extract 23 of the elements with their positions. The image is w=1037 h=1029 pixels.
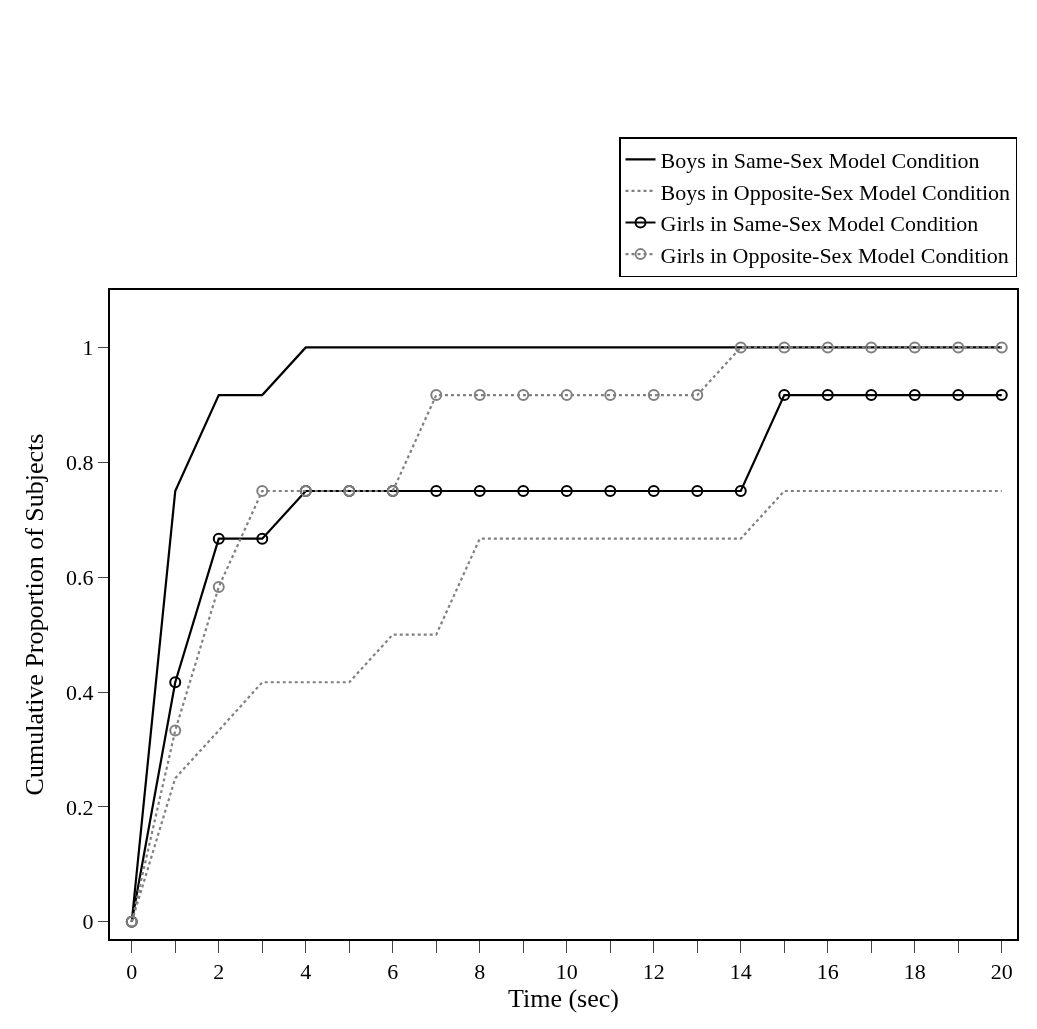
x-axis-title: Time (sec) (508, 984, 619, 1014)
legend-label: Girls in Same-Sex Model Condition (660, 211, 979, 237)
x-tick-label: 6 (387, 959, 399, 985)
y-tick-label: 1 (82, 335, 94, 361)
x-tick-label: 0 (126, 959, 138, 985)
legend-label: Boys in Same-Sex Model Condition (660, 147, 980, 173)
x-tick-label: 4 (300, 959, 312, 985)
x-tick-label: 14 (729, 959, 752, 985)
x-tick-label: 18 (903, 959, 926, 985)
x-tick-label: 20 (990, 959, 1013, 985)
x-tick-label: 10 (555, 959, 578, 985)
x-tick-label: 2 (213, 959, 225, 985)
y-tick-label: 0.2 (66, 794, 94, 820)
y-tick-label: 0 (82, 909, 94, 935)
y-axis-title: Cumulative Proportion of Subjects (20, 433, 49, 796)
legend-label: Girls in Opposite-Sex Model Condition (660, 242, 1009, 268)
y-tick-label: 0.8 (66, 450, 94, 475)
y-tick-label: 0.6 (66, 564, 94, 590)
y-tick-label: 0.4 (66, 679, 94, 705)
x-tick-label: 16 (816, 959, 839, 985)
legend-label: Boys in Opposite-Sex Model Condition (660, 179, 1011, 205)
x-tick-label: 8 (474, 959, 486, 985)
x-tick-label: 12 (642, 959, 665, 985)
